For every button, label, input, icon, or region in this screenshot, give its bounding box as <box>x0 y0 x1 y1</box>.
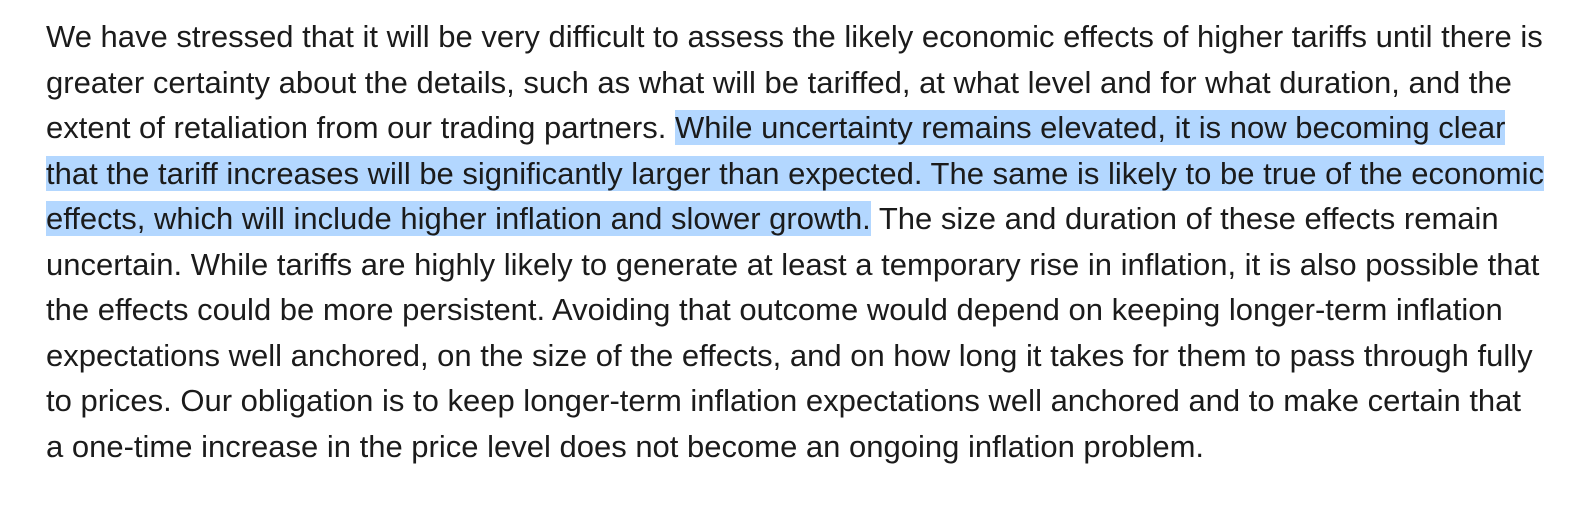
paragraph[interactable]: We have stressed that it will be very di… <box>46 14 1546 469</box>
paragraph-text-after-selection[interactable]: The size and duration of these effects r… <box>46 201 1540 464</box>
document-body: We have stressed that it will be very di… <box>46 14 1546 469</box>
paragraph-text-before-selection[interactable]: We have stressed that it will be very di… <box>46 19 1543 145</box>
